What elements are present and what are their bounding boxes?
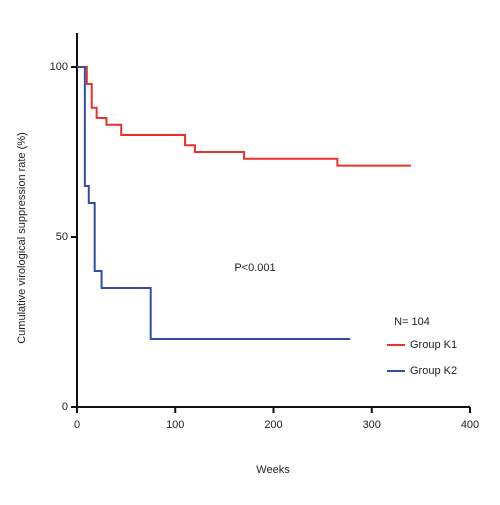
survival-line bbox=[77, 66, 412, 167]
y-tick-label: 0 bbox=[62, 401, 68, 413]
x-tick-label: 0 bbox=[74, 419, 80, 431]
legend-title: N= 104 bbox=[394, 316, 430, 328]
legend-label: Group K1 bbox=[410, 339, 457, 351]
x-tick-label: 200 bbox=[264, 419, 282, 431]
survival-line bbox=[77, 66, 351, 340]
x-tick-label: 400 bbox=[461, 419, 479, 431]
y-tick-label: 100 bbox=[50, 61, 68, 73]
x-axis-label: Weeks bbox=[256, 464, 290, 476]
x-tick-label: 300 bbox=[363, 419, 381, 431]
legend-label: Group K2 bbox=[410, 365, 457, 377]
y-axis-label: Cumulative virological suppression rate … bbox=[16, 132, 28, 344]
y-tick-label: 50 bbox=[56, 231, 68, 243]
annotation: P<0.001 bbox=[234, 262, 275, 274]
x-tick-label: 100 bbox=[166, 419, 184, 431]
